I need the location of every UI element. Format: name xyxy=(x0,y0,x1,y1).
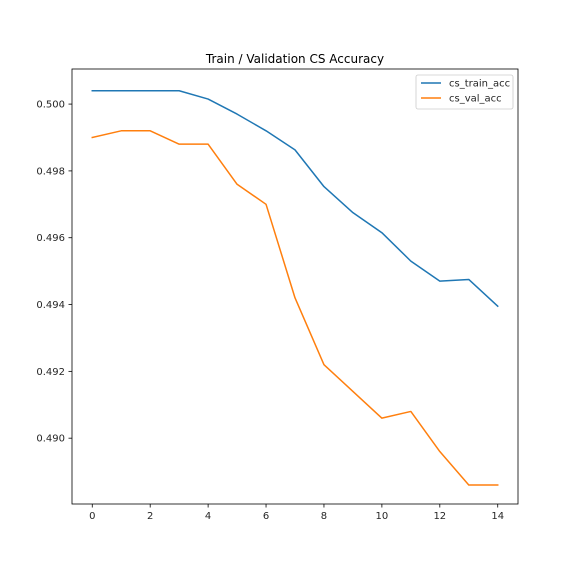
chart-title: Train / Validation CS Accuracy xyxy=(205,52,384,66)
x-tick-label: 10 xyxy=(376,511,389,522)
y-tick-label: 0.500 xyxy=(36,100,65,111)
legend-label-cs_train_acc: cs_train_acc xyxy=(449,79,510,90)
x-tick-label: 6 xyxy=(263,511,269,522)
y-axis: 0.490 0.492 0.494 0.496 0.498 0.500 xyxy=(36,100,72,445)
x-tick-label: 14 xyxy=(491,511,504,522)
series-line-cs_train_acc xyxy=(91,89,499,308)
y-tick-label: 0.494 xyxy=(36,300,65,311)
y-tick-label: 0.498 xyxy=(36,166,65,177)
x-tick-label: 2 xyxy=(147,511,153,522)
x-tick-label: 8 xyxy=(321,511,327,522)
plot-area xyxy=(71,68,519,505)
series-lines xyxy=(91,89,499,486)
legend-label-cs_val_acc: cs_val_acc xyxy=(449,94,502,105)
x-tick-label: 4 xyxy=(205,511,211,522)
y-tick-label: 0.490 xyxy=(36,434,65,445)
x-tick-label: 0 xyxy=(89,511,95,522)
x-tick-label: 12 xyxy=(433,511,446,522)
y-tick-label: 0.492 xyxy=(36,367,65,378)
series-line-cs_val_acc xyxy=(91,130,499,486)
y-tick-label: 0.496 xyxy=(36,233,65,244)
legend: cs_train_acc cs_val_acc xyxy=(415,74,514,110)
x-axis: 0 2 4 6 8 10 12 14 xyxy=(89,504,504,522)
